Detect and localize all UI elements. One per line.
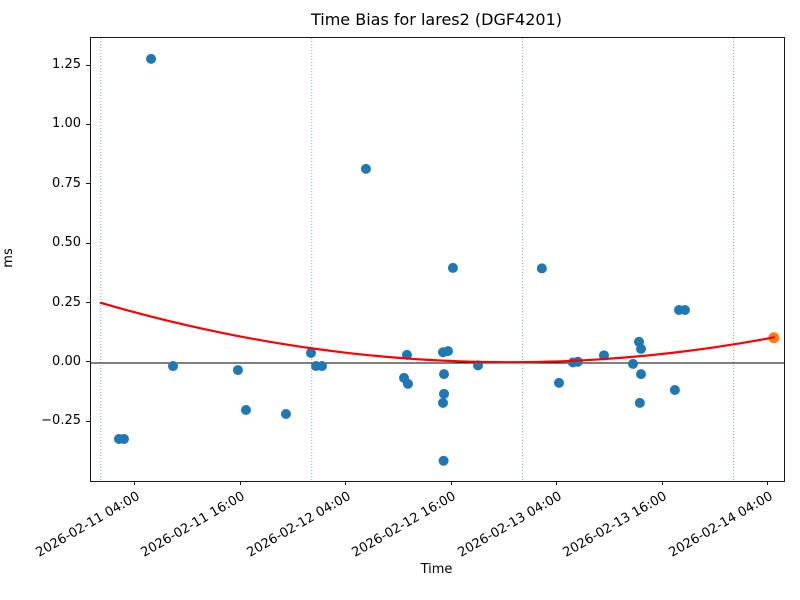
y-tick-label: 1.25 (52, 57, 81, 73)
x-tick-mark (345, 481, 347, 485)
y-tick-mark (86, 420, 90, 422)
y-tick-mark (86, 123, 90, 125)
time-bias-observations-point (636, 369, 647, 380)
time-bias-observations-point (118, 433, 129, 444)
time-bias-observations-point (669, 385, 680, 396)
time-bias-observations-point (437, 397, 448, 408)
time-bias-observations-point (554, 377, 565, 388)
time-bias-observations-point (634, 397, 645, 408)
time-bias-observations-point (317, 361, 327, 372)
trend-line (99, 301, 775, 364)
time-bias-observations-point (439, 369, 450, 380)
plot-canvas (91, 38, 784, 481)
time-bias-observations-point (442, 346, 453, 357)
time-bias-observations-point (232, 365, 243, 376)
y-tick-mark (86, 183, 90, 185)
time-bias-observations-point (438, 455, 449, 466)
y-tick-mark (86, 64, 90, 66)
time-bias-observations-point (572, 356, 583, 367)
time-bias-observations-point (679, 304, 690, 315)
y-tick-mark (86, 242, 90, 244)
x-tick-mark (134, 481, 136, 485)
time-bias-observations-point (280, 409, 291, 420)
y-tick-label: 1.00 (52, 116, 81, 132)
x-axis-label: Time (420, 562, 453, 577)
time-bias-observations-point (360, 163, 371, 174)
time-bias-observations-point (447, 262, 458, 273)
y-tick-label: 0.25 (52, 294, 81, 310)
time-bias-observations-point (627, 358, 638, 369)
y-tick-mark (86, 302, 90, 304)
y-tick-mark (86, 361, 90, 363)
time-bias-observations-point (439, 388, 450, 399)
x-tick-mark (661, 481, 663, 485)
time-bias-observations-point (168, 361, 179, 372)
y-axis-label: ms (1, 248, 16, 268)
y-tick-label: 0.00 (52, 353, 81, 369)
time-bias-observations-point (240, 404, 251, 415)
time-bias-observations-point (146, 53, 157, 64)
time-bias-observations-point (402, 378, 413, 389)
x-tick-mark (556, 481, 558, 485)
x-tick-mark (767, 481, 769, 485)
y-tick-label: −0.25 (41, 413, 81, 429)
x-tick-mark (239, 481, 241, 485)
x-tick-mark (450, 481, 452, 485)
chart-title: Time Bias for lares2 (DGF4201) (310, 10, 563, 29)
time-bias-observations-point (636, 343, 647, 354)
time-bias-observations-point (536, 263, 547, 274)
y-tick-label: 0.75 (52, 175, 81, 191)
plot-area (90, 37, 785, 482)
y-tick-label: 0.50 (52, 235, 81, 251)
time-bias-observations-point (306, 347, 317, 358)
